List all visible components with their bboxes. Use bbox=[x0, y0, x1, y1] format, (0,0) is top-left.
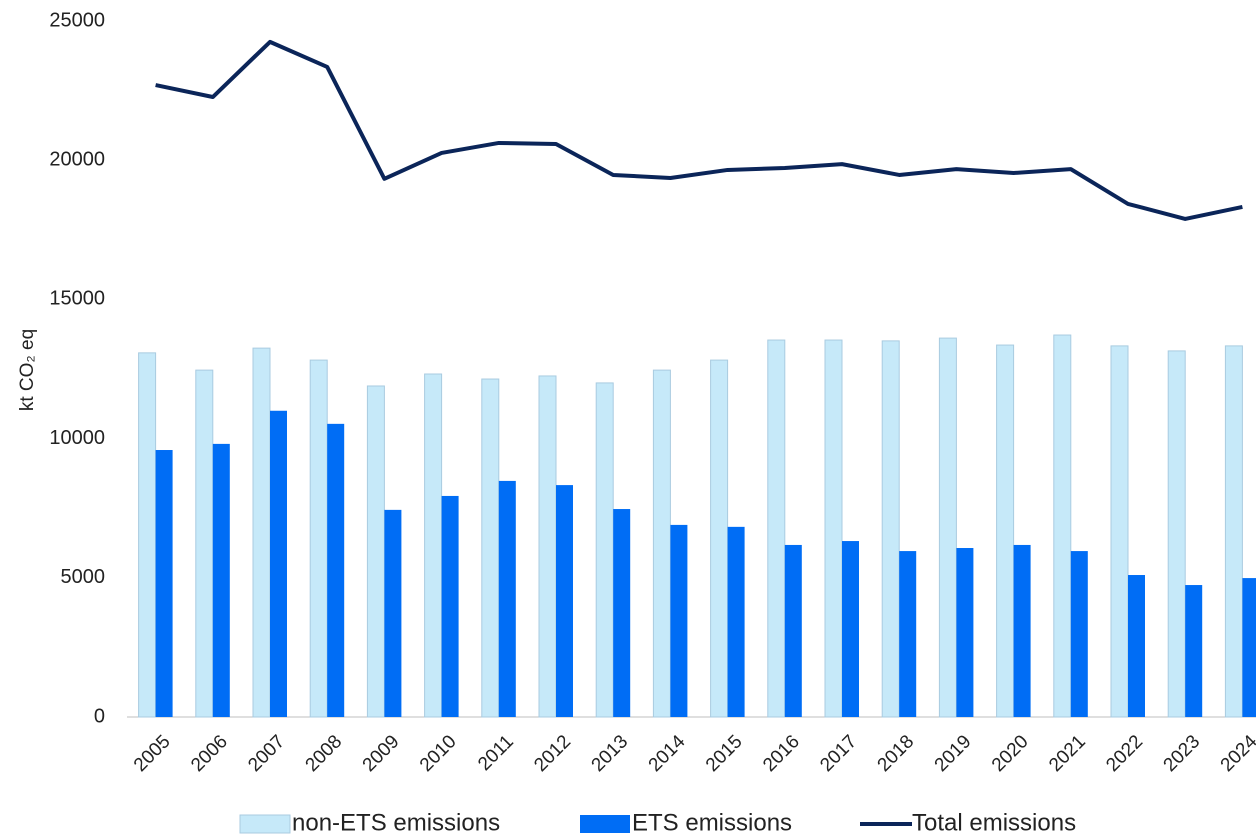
x-tick-label: 2021 bbox=[1045, 731, 1090, 776]
bar bbox=[538, 375, 557, 718]
bar bbox=[727, 526, 745, 717]
bar bbox=[652, 369, 671, 718]
legend-swatch bbox=[580, 815, 630, 833]
x-tick-label: 2009 bbox=[359, 731, 404, 776]
x-tick-label: 2013 bbox=[588, 731, 633, 776]
x-tick-label: 2007 bbox=[244, 731, 289, 776]
bar bbox=[670, 524, 688, 717]
x-tick-label: 2024 bbox=[1217, 731, 1256, 776]
y-axis-label: kt CO₂ eq bbox=[17, 329, 38, 411]
legend-label: Total emissions bbox=[912, 809, 1076, 836]
bar bbox=[252, 347, 271, 718]
bar bbox=[1242, 578, 1256, 717]
bar bbox=[424, 373, 443, 718]
y-tick-label: 20000 bbox=[49, 148, 105, 170]
bar bbox=[784, 544, 802, 717]
y-tick-label: 5000 bbox=[61, 566, 106, 588]
x-tick-label: 2012 bbox=[530, 731, 575, 776]
x-tick-label: 2005 bbox=[130, 731, 175, 776]
x-tick-label: 2018 bbox=[874, 731, 919, 776]
bar bbox=[842, 541, 859, 717]
bar bbox=[1070, 551, 1088, 717]
x-tick-label: 2015 bbox=[702, 731, 747, 776]
bar bbox=[138, 352, 157, 718]
bar bbox=[996, 344, 1015, 718]
bar bbox=[881, 340, 900, 718]
line bbox=[155, 39, 1243, 221]
y-tick-label: 10000 bbox=[49, 427, 105, 449]
bar bbox=[613, 509, 631, 717]
bar bbox=[956, 548, 974, 717]
bar bbox=[1185, 585, 1203, 717]
bar bbox=[155, 450, 173, 717]
bar bbox=[441, 495, 459, 717]
bar bbox=[195, 369, 214, 718]
x-tick-label: 2011 bbox=[474, 731, 518, 775]
x-tick-label: 2010 bbox=[416, 731, 461, 776]
bar bbox=[938, 337, 957, 718]
bar bbox=[1224, 345, 1243, 718]
x-tick-label: 2016 bbox=[759, 731, 804, 776]
x-tick-label: 2017 bbox=[816, 731, 861, 776]
bar bbox=[309, 359, 328, 718]
y-tick-label: 15000 bbox=[49, 288, 105, 310]
bar bbox=[1128, 575, 1145, 717]
bar bbox=[327, 423, 345, 717]
x-tick-label: 2019 bbox=[931, 731, 976, 776]
bar bbox=[366, 385, 385, 718]
bar bbox=[1167, 350, 1186, 718]
bar bbox=[1053, 334, 1072, 718]
x-tick-label: 2022 bbox=[1102, 731, 1147, 776]
x-tick-label: 2020 bbox=[988, 731, 1033, 776]
bar bbox=[556, 485, 573, 717]
bar bbox=[710, 359, 729, 718]
legend-label: ETS emissions bbox=[632, 809, 792, 836]
bar bbox=[212, 443, 230, 717]
bar bbox=[1110, 345, 1129, 718]
bar bbox=[1013, 544, 1031, 717]
bar bbox=[767, 339, 786, 718]
x-tick-label: 2023 bbox=[1160, 731, 1205, 776]
bar bbox=[384, 509, 402, 717]
bar bbox=[270, 410, 287, 717]
y-tick-label: 0 bbox=[94, 705, 105, 727]
y-tick-label: 25000 bbox=[49, 9, 105, 31]
legend-label: non-ETS emissions bbox=[292, 809, 500, 836]
x-tick-label: 2008 bbox=[302, 731, 347, 776]
bar bbox=[824, 339, 843, 718]
x-tick-label: 2014 bbox=[645, 731, 690, 776]
bar bbox=[481, 378, 500, 718]
legend-swatch bbox=[239, 814, 291, 834]
bar bbox=[498, 480, 516, 717]
bar bbox=[899, 551, 917, 717]
bar bbox=[595, 382, 614, 718]
x-tick-label: 2006 bbox=[187, 731, 232, 776]
